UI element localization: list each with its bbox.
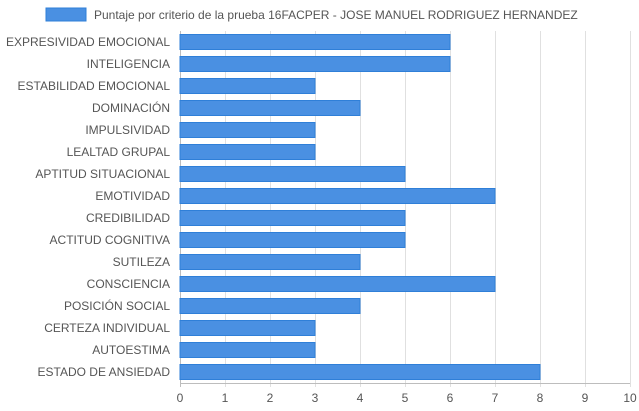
bar[interactable] (179, 144, 316, 160)
category-label: INTELIGENCIA (87, 57, 170, 71)
category-label: LEALTAD GRUPAL (67, 145, 171, 159)
bar[interactable] (179, 232, 406, 248)
x-tick-label: 8 (537, 391, 544, 405)
legend[interactable]: Puntaje por criterio de la prueba 16FACP… (45, 7, 578, 22)
category-label: ACTITUD COGNITIVA (50, 233, 170, 247)
bars (179, 34, 541, 380)
x-tick-label: 4 (357, 391, 364, 405)
bar[interactable] (179, 78, 316, 94)
category-label: EMOTIVIDAD (95, 189, 170, 203)
category-label: ESTABILIDAD EMOCIONAL (18, 79, 171, 93)
bar[interactable] (179, 320, 316, 336)
x-tick-label: 0 (177, 391, 184, 405)
category-labels: EXPRESIVIDAD EMOCIONAL INTELIGENCIA ESTABI… (6, 35, 170, 379)
x-tick-label: 1 (222, 391, 229, 405)
bar[interactable] (179, 210, 406, 226)
bar[interactable] (179, 276, 496, 292)
category-label: ESTADO DE ANSIEDAD (38, 365, 171, 379)
category-label: SUTILEZA (113, 255, 170, 269)
category-label: AUTOESTIMA (92, 343, 170, 357)
bar[interactable] (179, 34, 451, 50)
bar[interactable] (179, 188, 496, 204)
x-tick-label: 5 (402, 391, 409, 405)
legend-swatch (45, 7, 87, 22)
bar[interactable] (179, 298, 361, 314)
bar[interactable] (179, 364, 541, 380)
category-label: CERTEZA INDIVIDUAL (44, 321, 170, 335)
x-tick-label: 10 (623, 391, 637, 405)
x-tick-label: 3 (312, 391, 319, 405)
bar[interactable] (179, 56, 451, 72)
category-label: APTITUD SITUACIONAL (35, 167, 170, 181)
bar[interactable] (179, 100, 361, 116)
category-label: POSICIÓN SOCIAL (64, 298, 170, 313)
category-label: EXPRESIVIDAD EMOCIONAL (6, 35, 170, 49)
x-tick-label: 2 (267, 391, 274, 405)
x-tick-label: 7 (492, 391, 499, 405)
legend-label: Puntaje por criterio de la prueba 16FACP… (94, 8, 578, 22)
category-label: CREDIBILIDAD (86, 211, 170, 225)
category-label: CONSCIENCIA (87, 277, 170, 291)
bar[interactable] (179, 254, 361, 270)
x-axis-ticks: 0 1 2 3 4 5 6 7 8 9 10 (177, 391, 637, 405)
x-tick-label: 9 (582, 391, 589, 405)
bar[interactable] (179, 122, 316, 138)
category-label: DOMINACIÓN (92, 100, 170, 115)
bar[interactable] (179, 342, 316, 358)
bar[interactable] (179, 166, 406, 182)
category-label: IMPULSIVIDAD (85, 123, 170, 137)
x-tick-label: 6 (447, 391, 454, 405)
